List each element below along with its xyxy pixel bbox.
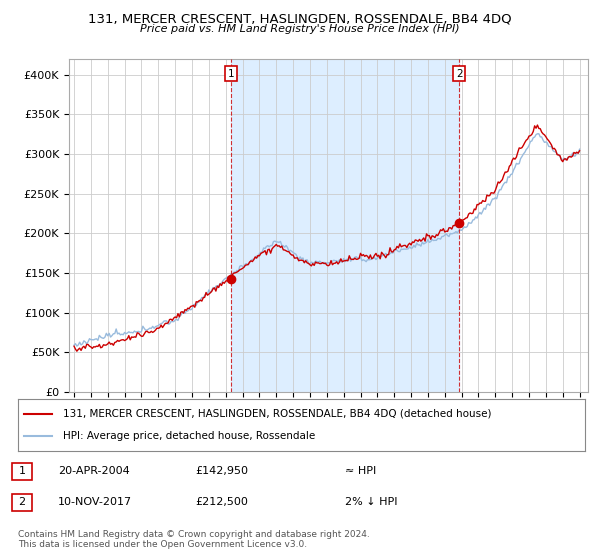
Text: HPI: Average price, detached house, Rossendale: HPI: Average price, detached house, Ross…	[64, 431, 316, 441]
FancyBboxPatch shape	[12, 463, 32, 480]
Bar	[231, 59, 459, 392]
Text: 2: 2	[19, 497, 26, 507]
Text: Price paid vs. HM Land Registry's House Price Index (HPI): Price paid vs. HM Land Registry's House …	[140, 24, 460, 34]
Text: 1: 1	[227, 69, 234, 79]
Text: £212,500: £212,500	[195, 497, 248, 507]
Text: 131, MERCER CRESCENT, HASLINGDEN, ROSSENDALE, BB4 4DQ (detached house): 131, MERCER CRESCENT, HASLINGDEN, ROSSEN…	[64, 409, 492, 419]
Text: 2: 2	[456, 69, 463, 79]
FancyBboxPatch shape	[12, 494, 32, 511]
Text: ≈ HPI: ≈ HPI	[345, 466, 376, 477]
Text: 20-APR-2004: 20-APR-2004	[58, 466, 130, 477]
Text: 10-NOV-2017: 10-NOV-2017	[58, 497, 132, 507]
Text: 131, MERCER CRESCENT, HASLINGDEN, ROSSENDALE, BB4 4DQ: 131, MERCER CRESCENT, HASLINGDEN, ROSSEN…	[88, 12, 512, 25]
Text: 2% ↓ HPI: 2% ↓ HPI	[345, 497, 398, 507]
Text: £142,950: £142,950	[195, 466, 248, 477]
Text: 1: 1	[19, 466, 25, 477]
Text: Contains HM Land Registry data © Crown copyright and database right 2024.
This d: Contains HM Land Registry data © Crown c…	[18, 530, 370, 549]
